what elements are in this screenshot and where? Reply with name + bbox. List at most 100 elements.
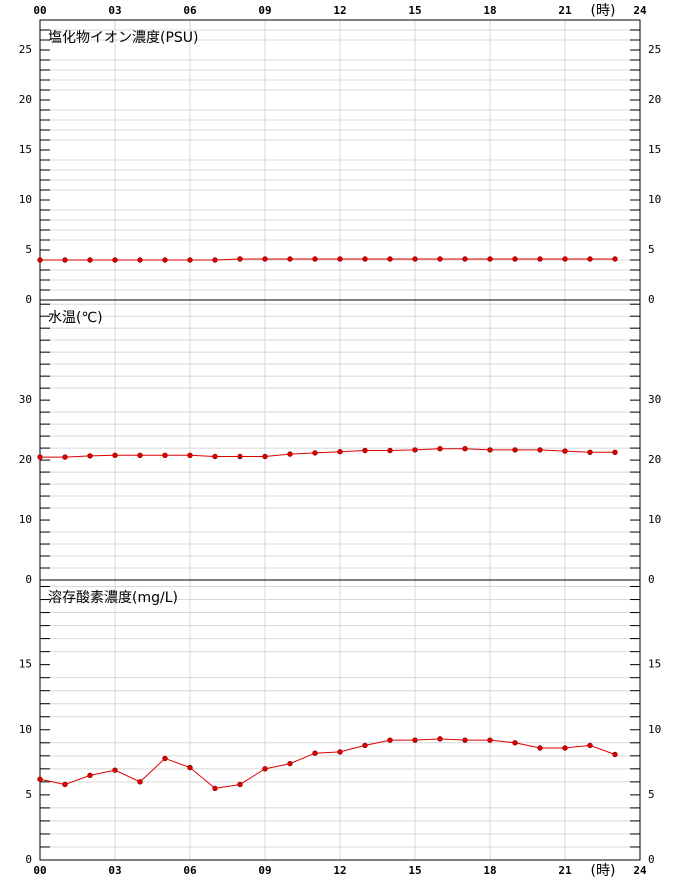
y-tick-label: 25 bbox=[648, 43, 661, 56]
data-point bbox=[612, 449, 618, 455]
data-line bbox=[40, 258, 615, 261]
y-tick-label: 5 bbox=[25, 243, 32, 256]
y-tick-label: 15 bbox=[19, 143, 32, 156]
x-tick-label: 12 bbox=[333, 864, 346, 877]
data-point bbox=[437, 736, 443, 742]
y-tick-label: 0 bbox=[25, 853, 32, 866]
y-tick-label: 0 bbox=[648, 573, 655, 586]
data-point bbox=[412, 256, 418, 262]
y-tick-label: 0 bbox=[25, 573, 32, 586]
data-point bbox=[412, 447, 418, 453]
data-line bbox=[40, 448, 615, 458]
data-point bbox=[612, 751, 618, 758]
y-tick-label: 25 bbox=[19, 43, 32, 56]
data-point bbox=[287, 256, 293, 262]
x-tick-label: 12 bbox=[333, 4, 346, 17]
x-tick-label: 21 bbox=[558, 4, 572, 17]
y-tick-label: 15 bbox=[648, 658, 661, 671]
x-tick-label: 00 bbox=[33, 4, 46, 17]
data-point bbox=[37, 776, 43, 782]
panel-title: 溶存酸素濃度(mg/L) bbox=[48, 590, 178, 606]
data-point bbox=[562, 745, 568, 751]
y-tick-label: 20 bbox=[19, 453, 32, 466]
y-tick-label: 5 bbox=[648, 243, 655, 256]
x-tick-label: 00 bbox=[33, 864, 46, 877]
data-point bbox=[87, 257, 93, 263]
data-point bbox=[137, 452, 143, 458]
data-point bbox=[362, 447, 368, 454]
data-point bbox=[262, 256, 268, 262]
x-axis-label: (時) bbox=[591, 863, 616, 879]
data-point bbox=[362, 256, 368, 262]
data-point bbox=[212, 453, 218, 460]
x-tick-label: 18 bbox=[483, 864, 496, 877]
data-point bbox=[237, 453, 243, 460]
data-point bbox=[312, 750, 318, 756]
x-tick-label: 18 bbox=[483, 4, 496, 17]
data-point bbox=[262, 766, 268, 772]
data-point bbox=[262, 453, 268, 460]
data-point bbox=[362, 742, 368, 749]
data-point bbox=[312, 450, 318, 456]
data-point bbox=[412, 737, 418, 743]
data-point bbox=[587, 742, 593, 749]
data-point bbox=[337, 749, 343, 755]
data-point bbox=[187, 257, 193, 263]
data-point bbox=[87, 453, 93, 459]
panel-title: 塩化物イオン濃度(PSU) bbox=[48, 30, 199, 46]
data-point bbox=[237, 781, 243, 788]
x-tick-label: 24 bbox=[633, 864, 647, 877]
data-point bbox=[312, 256, 318, 262]
data-point bbox=[587, 449, 593, 455]
data-point bbox=[187, 452, 193, 458]
y-tick-label: 30 bbox=[648, 393, 661, 406]
data-point bbox=[137, 257, 143, 263]
data-point bbox=[562, 448, 568, 454]
data-point bbox=[37, 454, 43, 460]
data-point bbox=[112, 767, 118, 773]
data-point bbox=[462, 256, 468, 262]
y-tick-label: 20 bbox=[648, 93, 661, 106]
data-point bbox=[212, 785, 218, 792]
x-tick-label: 06 bbox=[183, 864, 197, 877]
y-tick-label: 30 bbox=[19, 393, 32, 406]
data-point bbox=[537, 256, 543, 262]
data-point bbox=[462, 445, 468, 452]
data-point bbox=[487, 737, 493, 743]
y-tick-label: 10 bbox=[19, 193, 32, 206]
data-point bbox=[562, 256, 568, 262]
data-point bbox=[287, 451, 293, 457]
data-line bbox=[39, 738, 616, 789]
y-tick-label: 20 bbox=[19, 93, 32, 106]
data-point bbox=[587, 256, 593, 262]
data-point bbox=[387, 256, 393, 262]
data-point bbox=[337, 256, 343, 262]
data-point bbox=[537, 447, 543, 453]
data-point bbox=[162, 257, 168, 263]
panel-title: 水温(℃) bbox=[48, 310, 103, 326]
data-point bbox=[137, 779, 143, 785]
y-tick-label: 0 bbox=[648, 293, 655, 306]
data-point bbox=[237, 256, 243, 262]
data-point bbox=[512, 256, 518, 262]
data-point bbox=[187, 764, 193, 771]
data-point bbox=[337, 448, 343, 455]
y-tick-label: 10 bbox=[19, 513, 32, 526]
data-point bbox=[512, 740, 518, 746]
data-point bbox=[62, 454, 68, 460]
data-point bbox=[87, 772, 93, 779]
data-point bbox=[537, 745, 543, 751]
x-tick-label: 09 bbox=[258, 4, 271, 17]
y-tick-label: 5 bbox=[25, 788, 32, 801]
y-tick-label: 10 bbox=[648, 193, 661, 206]
x-tick-label: 15 bbox=[408, 4, 421, 17]
y-tick-label: 20 bbox=[648, 453, 661, 466]
data-point bbox=[387, 447, 393, 454]
y-tick-label: 5 bbox=[648, 788, 655, 801]
y-tick-label: 0 bbox=[648, 853, 655, 866]
data-point bbox=[437, 256, 443, 262]
x-tick-label: 24 bbox=[633, 4, 647, 17]
y-tick-label: 0 bbox=[25, 293, 32, 306]
data-point bbox=[62, 257, 68, 263]
